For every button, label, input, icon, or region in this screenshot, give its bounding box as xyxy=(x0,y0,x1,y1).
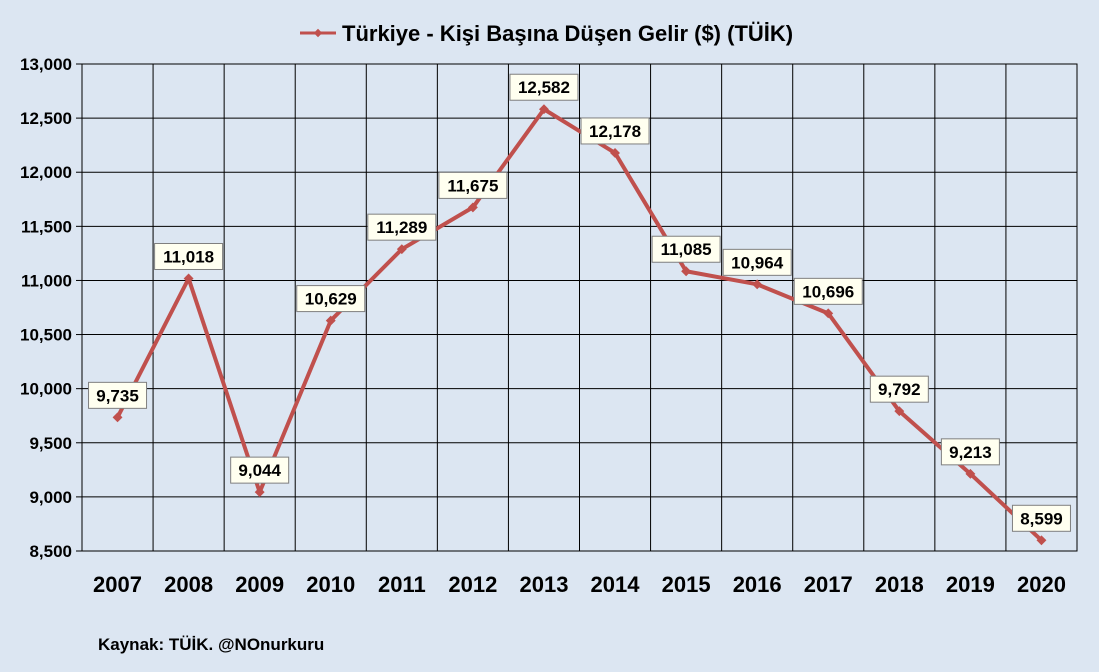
data-label: 11,018 xyxy=(154,242,224,270)
data-label: 11,675 xyxy=(438,171,508,199)
data-label-box xyxy=(509,73,579,101)
y-tick-label: 11,000 xyxy=(21,271,72,290)
x-axis: 2007 2008 2009 2010 2011 2012 2013 2014 2015 2016… xyxy=(93,572,1066,597)
x-tick-label: 2015 xyxy=(662,572,711,597)
data-label-text: 11,018 xyxy=(163,247,214,266)
data-point-marker xyxy=(610,148,620,158)
data-point-marker xyxy=(467,202,478,213)
y-tick-label: 9,500 xyxy=(29,434,72,453)
data-label-box xyxy=(651,235,721,263)
data-label: 11,085 xyxy=(651,235,721,263)
data-label: 11,289 xyxy=(367,213,437,241)
y-tick-label: 10,500 xyxy=(20,326,72,345)
data-label-box xyxy=(88,381,148,409)
data-label-text: 9,735 xyxy=(96,386,139,405)
y-tick-label: 12,500 xyxy=(20,109,72,128)
data-label-text: 11,085 xyxy=(661,240,712,259)
data-label: 9,735 xyxy=(88,381,148,409)
x-tick-label: 2016 xyxy=(733,572,782,597)
x-tick-label: 2014 xyxy=(591,572,641,597)
data-label-box xyxy=(367,213,437,241)
data-point-marker xyxy=(965,468,976,479)
y-axis: 8,500 9,000 9,500 10,000 10,500 11,000 11,500 1… xyxy=(20,55,82,561)
x-tick-label: 2018 xyxy=(875,572,924,597)
data-label: 10,964 xyxy=(722,248,792,276)
x-tick-label: 2019 xyxy=(946,572,995,597)
data-label-box xyxy=(580,117,650,145)
x-tick-label: 2017 xyxy=(804,572,853,597)
data-point-marker xyxy=(894,406,905,417)
data-point-marker xyxy=(396,244,407,255)
data-label: 10,629 xyxy=(296,285,366,313)
y-tick-label: 13,000 xyxy=(20,55,72,74)
y-tick-label: 10,000 xyxy=(20,380,72,399)
data-label-text: 8,599 xyxy=(1020,509,1063,528)
x-tick-label: 2013 xyxy=(519,572,568,597)
x-tick-label: 2007 xyxy=(93,572,142,597)
data-label-box xyxy=(438,171,508,199)
x-tick-label: 2010 xyxy=(306,572,355,597)
data-point-marker xyxy=(752,279,763,290)
data-point-marker xyxy=(681,266,692,277)
gridlines xyxy=(82,64,1077,551)
data-point-marker xyxy=(183,273,194,284)
data-label-text: 9,792 xyxy=(878,380,921,399)
data-label: 12,582 xyxy=(509,73,579,101)
x-tick-label: 2012 xyxy=(448,572,497,597)
data-label-box xyxy=(940,438,1000,466)
x-tick-label: 2011 xyxy=(378,572,426,597)
data-label-box xyxy=(154,242,224,270)
data-label-text: 9,213 xyxy=(949,443,992,462)
data-point-marker xyxy=(254,487,265,498)
y-tick-label: 8,500 xyxy=(29,542,72,561)
data-point-marker xyxy=(823,308,834,319)
data-label: 10,696 xyxy=(793,277,863,305)
data-label-box xyxy=(296,285,366,313)
y-tick-label: 11,500 xyxy=(21,217,72,236)
source-note: Kaynak: TÜİK. @NOnurkuru xyxy=(98,635,324,654)
data-label-box xyxy=(869,375,929,403)
y-tick-label: 12,000 xyxy=(20,163,72,182)
legend-diamond-marker xyxy=(313,28,323,38)
data-label-box xyxy=(722,248,792,276)
x-tick-label: 2020 xyxy=(1017,572,1066,597)
data-point-marker xyxy=(325,315,336,326)
data-label-text: 9,044 xyxy=(238,461,281,480)
data-label-text: 12,582 xyxy=(518,78,570,97)
data-label: 12,178 xyxy=(580,117,650,145)
data-points xyxy=(112,104,1047,546)
chart-title: Türkiye - Kişi Başına Düşen Gelir ($) (T… xyxy=(342,21,793,46)
data-label-box xyxy=(793,277,863,305)
data-point-marker xyxy=(539,104,549,115)
x-tick-label: 2009 xyxy=(235,572,284,597)
data-label: 9,792 xyxy=(869,375,929,403)
data-label: 9,044 xyxy=(230,456,290,484)
data-label-text: 10,696 xyxy=(802,282,854,301)
chart-title-legend: Türkiye - Kişi Başına Düşen Gelir ($) (T… xyxy=(300,21,793,46)
data-label-text: 11,675 xyxy=(447,176,498,195)
y-tick-label: 9,000 xyxy=(29,488,72,507)
data-labels: 9,735 11,018 9,044 10,629 11,289 11,675 12,582… xyxy=(88,73,1071,532)
data-label-text: 10,629 xyxy=(305,290,357,309)
data-label: 8,599 xyxy=(1011,504,1071,532)
data-label-box xyxy=(1011,504,1071,532)
x-tick-label: 2008 xyxy=(164,572,213,597)
data-point-marker xyxy=(1036,535,1047,546)
data-label-text: 10,964 xyxy=(731,253,784,272)
data-label-box xyxy=(230,456,290,484)
data-label-text: 11,289 xyxy=(376,218,427,237)
data-label-text: 12,178 xyxy=(589,122,641,141)
data-label: 9,213 xyxy=(940,438,1000,466)
